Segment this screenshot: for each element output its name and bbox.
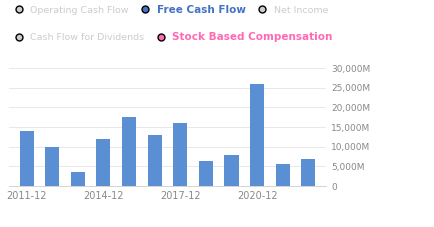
Bar (147, 135, 161, 186)
Bar (301, 159, 315, 186)
Bar (45, 147, 59, 186)
Bar (250, 84, 263, 186)
Legend: Cash Flow for Dividends, Stock Based Compensation: Cash Flow for Dividends, Stock Based Com… (9, 32, 332, 42)
Bar (275, 165, 289, 186)
Legend: Operating Cash Flow, Free Cash Flow, Net Income: Operating Cash Flow, Free Cash Flow, Net… (9, 5, 327, 15)
Bar (96, 139, 110, 186)
Bar (198, 160, 212, 186)
Bar (224, 155, 238, 186)
Bar (173, 123, 187, 186)
Bar (20, 131, 33, 186)
Bar (122, 117, 136, 186)
Bar (71, 172, 85, 186)
